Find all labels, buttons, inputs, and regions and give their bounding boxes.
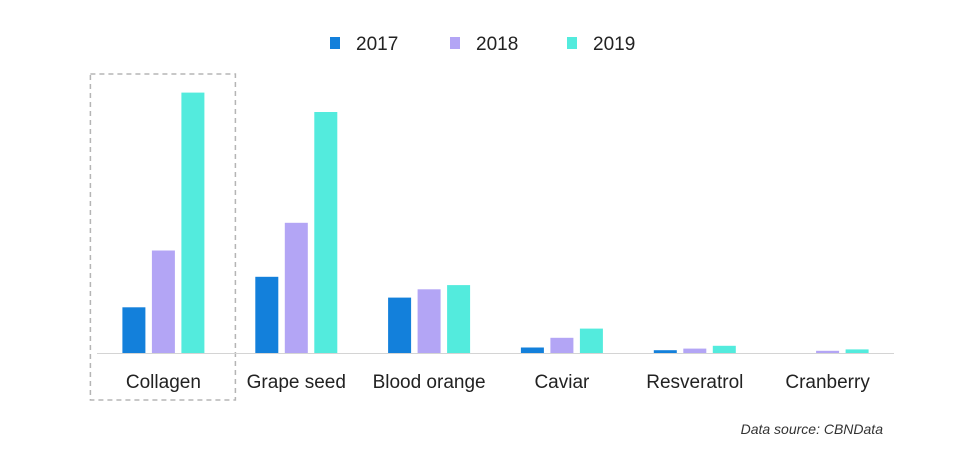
source-note: Data source: CBNData	[740, 421, 883, 437]
bar-collagen-2019	[181, 92, 205, 353]
bar-caviar-2017	[520, 347, 544, 353]
bar-collagen-2017	[122, 307, 146, 353]
highlight-box-collagen	[89, 73, 237, 401]
legend-swatch-2017	[330, 37, 340, 49]
legend-label-2018: 2018	[476, 34, 518, 55]
x-tick-label-blood-orange: Blood orange	[373, 372, 486, 393]
legend-swatch-2019	[567, 37, 577, 49]
bar-caviar-2018	[550, 337, 574, 353]
x-tick-label-cranberry: Cranberry	[785, 372, 870, 393]
legend-label-2019: 2019	[593, 34, 635, 55]
bar-caviar-2019	[579, 328, 603, 353]
legend-swatch-2018	[450, 37, 460, 49]
bar-blood-orange-2017	[388, 297, 412, 353]
bar-resveratrol-2017	[653, 350, 677, 353]
bar-cranberry-2019	[845, 349, 869, 353]
bars	[122, 92, 869, 353]
bar-blood-orange-2018	[417, 289, 441, 353]
bar-resveratrol-2018	[683, 348, 707, 353]
legend: 2017 2018 2019	[330, 34, 635, 55]
x-tick-labels: Collagen Grape seed Blood orange Caviar Resv…	[126, 372, 870, 393]
legend-label-2017: 2017	[356, 34, 398, 55]
bar-grape-seed-2017	[255, 276, 279, 353]
bar-grape-seed-2019	[314, 112, 338, 353]
x-tick-label-caviar: Caviar	[534, 372, 590, 393]
x-tick-label-resveratrol: Resveratrol	[646, 372, 743, 393]
bar-grape-seed-2018	[284, 222, 308, 353]
x-tick-label-collagen: Collagen	[126, 372, 201, 393]
x-tick-label-grape-seed: Grape seed	[247, 372, 346, 393]
bar-resveratrol-2019	[712, 345, 736, 353]
bar-blood-orange-2019	[447, 285, 471, 353]
bar-cranberry-2018	[816, 350, 840, 353]
bar-collagen-2018	[151, 250, 175, 353]
